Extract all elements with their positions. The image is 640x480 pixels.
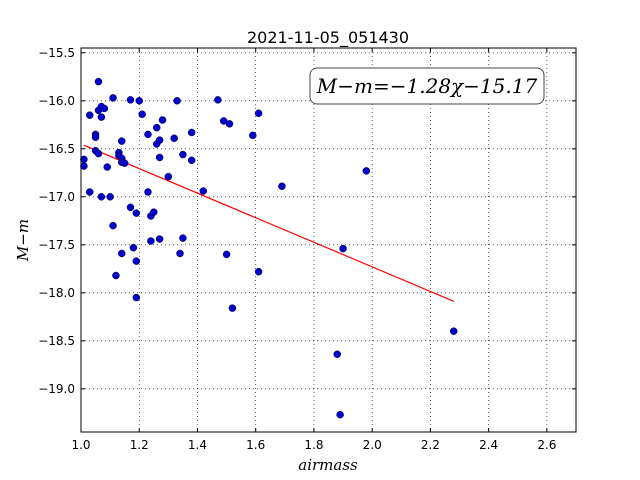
- data-point: [158, 116, 167, 124]
- x-tick-label: 1.4: [188, 438, 207, 452]
- data-point: [80, 162, 88, 170]
- y-tick-label: −18.0: [38, 286, 75, 300]
- x-tick-label: 2.4: [479, 438, 498, 452]
- y-tick-label: −15.5: [38, 46, 75, 60]
- data-point: [126, 203, 135, 212]
- data-point: [155, 153, 164, 162]
- data-point: [100, 104, 109, 113]
- fit-annotation: M−m=−1.28χ−15.17: [309, 67, 545, 105]
- data-point: [173, 97, 181, 105]
- data-point: [97, 113, 106, 121]
- data-point: [249, 131, 257, 140]
- y-axis-ticks: −15.5 −16.0 −16.5 −17.0 −17.5 −18.0 −18.5 −19.0: [38, 46, 576, 396]
- data-point: [187, 128, 196, 137]
- data-point: [278, 182, 286, 190]
- data-point: [103, 163, 111, 171]
- data-point: [155, 235, 164, 243]
- data-point: [254, 267, 263, 276]
- data-point: [135, 97, 143, 105]
- data-point: [144, 130, 152, 139]
- data-point: [333, 350, 341, 358]
- data-point: [106, 193, 114, 201]
- data-point: [222, 250, 231, 259]
- data-point: [155, 136, 164, 144]
- data-point: [144, 188, 152, 196]
- x-axis-label: airmass: [298, 456, 358, 474]
- annotation-box: [309, 67, 545, 105]
- data-point: [85, 188, 94, 196]
- x-tick-label: 1.8: [304, 438, 323, 452]
- chart-title: 2021-11-05_051430: [247, 28, 409, 48]
- x-tick-label: 2.6: [537, 438, 556, 452]
- plot-frame: [80, 47, 577, 433]
- data-point: [129, 243, 138, 252]
- data-point: [179, 234, 187, 242]
- data-point: [199, 187, 208, 195]
- data-point: [91, 133, 100, 142]
- data-point: [109, 94, 117, 102]
- fit-line-group: [83, 144, 454, 302]
- data-point: [336, 410, 344, 419]
- data-point: [132, 257, 141, 265]
- data-point: [362, 167, 371, 175]
- data-point: [94, 77, 103, 86]
- x-tick-label: 1.2: [130, 438, 149, 452]
- data-point: [179, 150, 187, 159]
- data-point: [112, 271, 120, 280]
- data-point: [147, 237, 155, 245]
- data-point: [132, 209, 141, 217]
- fit-line: [83, 144, 454, 302]
- data-point: [85, 111, 94, 119]
- y-tick-label: −16.0: [38, 94, 75, 108]
- data-point: [138, 110, 146, 118]
- data-point: [150, 208, 158, 216]
- data-point: [228, 304, 237, 312]
- x-tick-label: 2.2: [421, 438, 440, 452]
- data-point: [118, 137, 126, 145]
- y-tick-label: −18.5: [38, 334, 75, 348]
- data-point: [214, 96, 222, 104]
- y-tick-label: −17.5: [38, 238, 75, 252]
- data-point: [339, 244, 347, 253]
- y-tick-label: −17.0: [38, 190, 75, 204]
- x-tick-label: 1.6: [246, 438, 265, 452]
- y-tick-label: −16.5: [38, 142, 75, 156]
- data-point: [164, 172, 173, 181]
- data-point: [97, 193, 106, 201]
- data-point: [225, 120, 234, 128]
- data-point: [94, 149, 103, 158]
- y-tick-label: −19.0: [38, 382, 75, 396]
- data-point: [120, 159, 129, 167]
- data-point: [118, 249, 126, 258]
- annotation-text: M−m=−1.28χ−15.17: [316, 74, 538, 98]
- data-point: [170, 134, 178, 142]
- data-point: [109, 221, 117, 230]
- x-axis-ticks: 1.0 1.2 1.4 1.6 1.8 2.0 2.2 2.4 2.6: [71, 48, 556, 452]
- x-tick-label: 2.0: [363, 438, 382, 452]
- data-point: [132, 293, 141, 302]
- data-point: [449, 327, 458, 335]
- data-point: [126, 96, 135, 104]
- grid: [81, 48, 576, 432]
- data-point: [176, 249, 184, 258]
- data-points: [80, 77, 458, 419]
- y-axis-label: M−m: [14, 219, 32, 262]
- data-point: [152, 123, 161, 132]
- data-point: [254, 109, 263, 118]
- data-point: [187, 156, 196, 165]
- x-tick-label: 1.0: [71, 438, 90, 452]
